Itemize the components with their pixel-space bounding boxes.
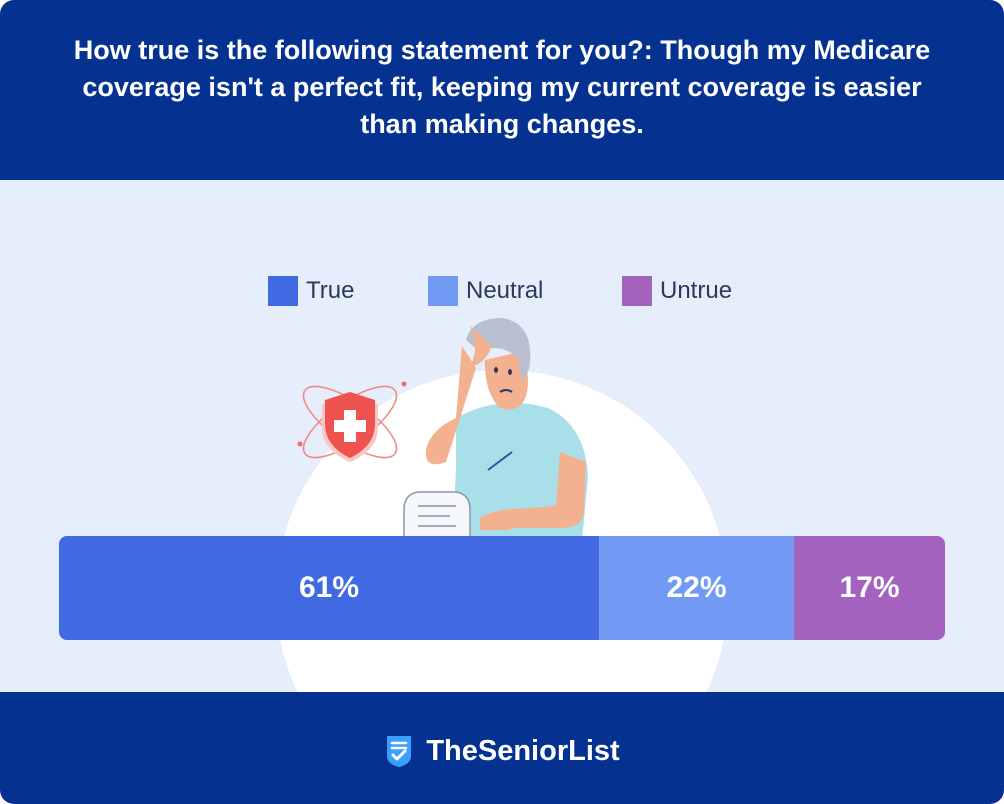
header: How true is the following statement for … bbox=[0, 0, 1004, 180]
medical-shield-icon bbox=[297, 381, 407, 462]
legend: True Neutral Untrue bbox=[0, 275, 1004, 307]
chart-title: How true is the following statement for … bbox=[73, 34, 931, 139]
stacked-bar: 61% 22% 17% bbox=[59, 536, 945, 640]
data-label-untrue: 17% bbox=[839, 571, 900, 604]
legend-label-true: True bbox=[306, 277, 355, 304]
data-label-true: 61% bbox=[298, 571, 360, 604]
man-figure bbox=[403, 318, 588, 541]
legend-swatch-true bbox=[268, 276, 298, 306]
brand-logo: TheSeniorList bbox=[384, 734, 620, 768]
legend-item-neutral: Neutral bbox=[428, 275, 543, 307]
bar-segment-untrue: 17% bbox=[794, 536, 945, 640]
checklist-shield-icon bbox=[387, 736, 412, 767]
bar-segment-true: 61% bbox=[59, 536, 599, 640]
legend-item-untrue: Untrue bbox=[622, 275, 732, 307]
legend-item-true: True bbox=[268, 275, 354, 307]
legend-label-untrue: Untrue bbox=[660, 277, 733, 304]
data-label-neutral: 22% bbox=[666, 571, 727, 604]
footer: TheSeniorList bbox=[0, 692, 1004, 804]
legend-label-neutral: Neutral bbox=[466, 277, 544, 304]
legend-swatch-untrue bbox=[622, 276, 652, 306]
bar-segment-neutral: 22% bbox=[599, 536, 794, 640]
brand-name: TheSeniorList bbox=[426, 734, 620, 767]
legend-swatch-neutral bbox=[428, 276, 458, 306]
